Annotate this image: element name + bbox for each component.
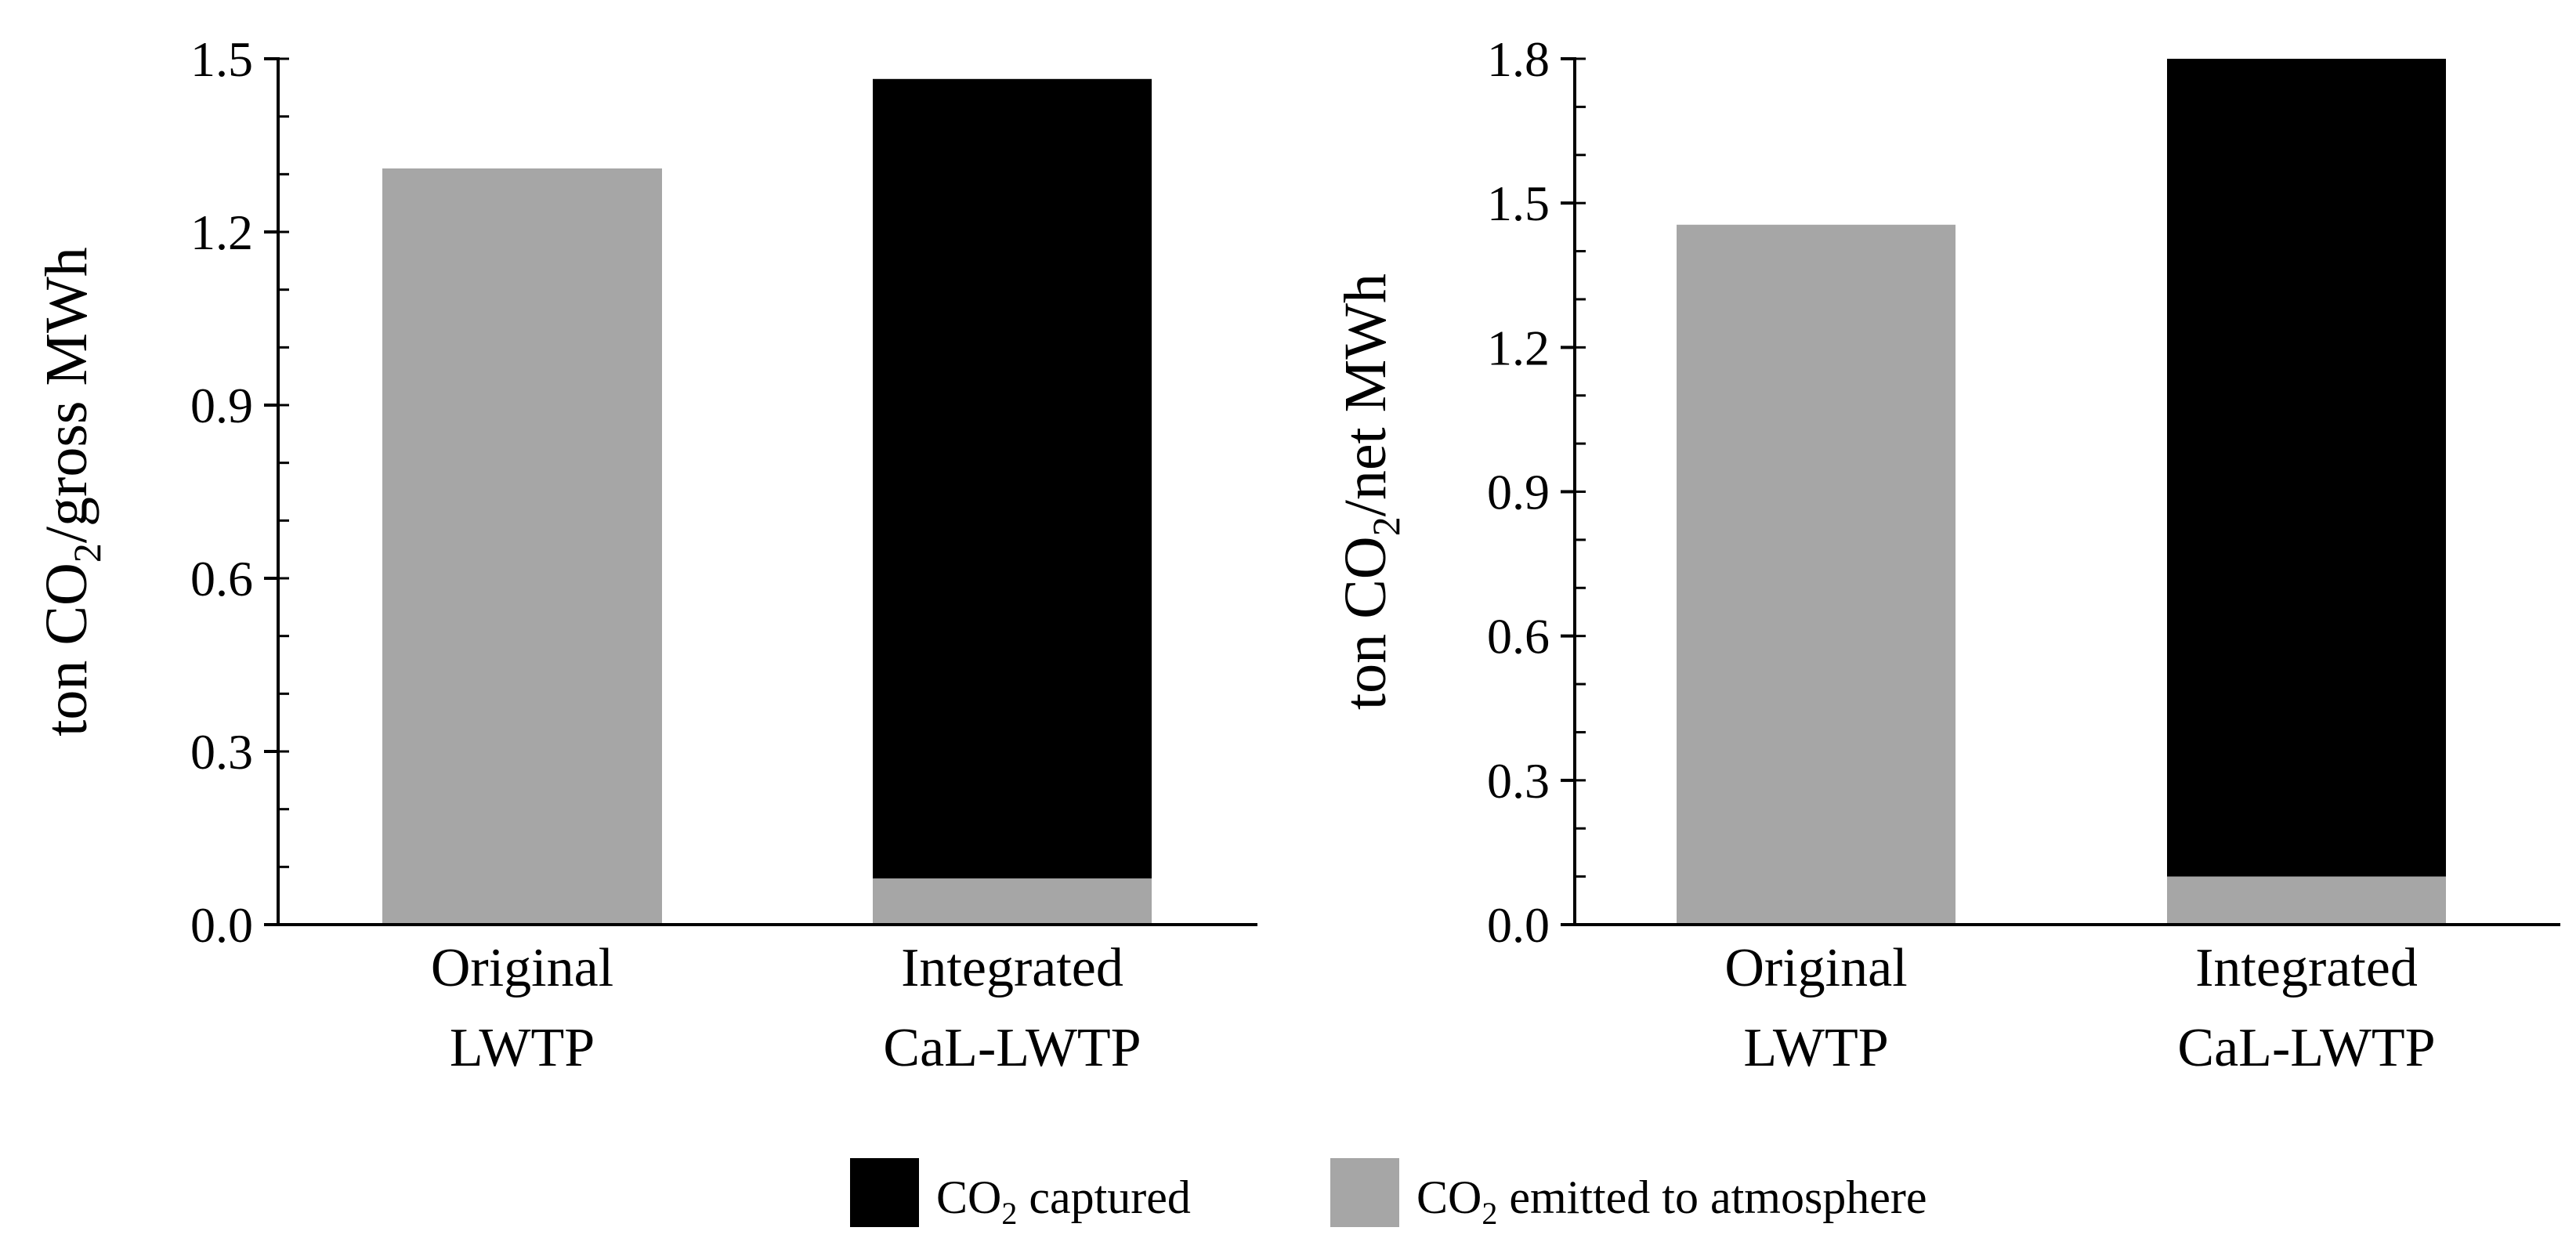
bar-gross-emitted-1 bbox=[873, 878, 1152, 925]
legend-swatch-emitted bbox=[1330, 1158, 1399, 1227]
bar-net-captured-1 bbox=[2167, 59, 2446, 877]
category-label-net-1-1: CaL-LWTP bbox=[2177, 1018, 2435, 1078]
y-tick-label-gross: 0.6 bbox=[190, 551, 253, 606]
y-tick-label-net: 1.2 bbox=[1487, 320, 1550, 375]
bar-net-emitted-1 bbox=[2167, 876, 2446, 925]
category-label-gross-1-0: Integrated bbox=[901, 938, 1123, 998]
y-tick-label-net: 0.9 bbox=[1487, 465, 1550, 520]
bar-net-emitted-0 bbox=[1677, 224, 1956, 925]
chart-gross-mwh: Original LWTP Integrated CaL-LWTP 0.0 0.3 0.6 0… bbox=[34, 31, 1257, 1078]
bar-gross-captured-1 bbox=[873, 78, 1152, 879]
category-label-net-0-0: Original bbox=[1724, 938, 1907, 998]
y-tick-label-net: 1.8 bbox=[1487, 31, 1550, 87]
legend-label-captured: CO2 captured bbox=[936, 1171, 1191, 1231]
y-axis-label-net: ton CO2/net MWh bbox=[1333, 273, 1408, 710]
legend-label-emitted: CO2 emitted to atmosphere bbox=[1416, 1171, 1927, 1231]
category-label-net-1-0: Integrated bbox=[2195, 938, 2418, 998]
chart-net-mwh: Original LWTP Integrated CaL-LWTP 0.0 0.3 0.6 0… bbox=[1333, 31, 2560, 1078]
y-tick-label-net: 0.6 bbox=[1487, 609, 1550, 664]
y-tick-label-gross: 1.5 bbox=[190, 31, 253, 87]
category-label-net-0-1: LWTP bbox=[1743, 1018, 1888, 1078]
y-tick-label-gross: 0.3 bbox=[190, 724, 253, 780]
y-tick-label-gross: 0.0 bbox=[190, 897, 253, 953]
bar-gross-emitted-0 bbox=[382, 168, 662, 925]
legend-swatch-captured bbox=[850, 1158, 919, 1227]
y-tick-label-gross: 0.9 bbox=[190, 378, 253, 433]
y-tick-label-net: 0.3 bbox=[1487, 753, 1550, 809]
y-tick-label-gross: 1.2 bbox=[190, 205, 253, 260]
legend: CO2 captured CO2 emitted to atmosphere bbox=[850, 1158, 1927, 1231]
y-tick-label-net: 0.0 bbox=[1487, 897, 1550, 953]
y-tick-label-net: 1.5 bbox=[1487, 176, 1550, 231]
y-axis-label-gross: ton CO2/gross MWh bbox=[34, 247, 109, 737]
category-label-gross-0-0: Original bbox=[431, 938, 613, 998]
category-label-gross-1-1: CaL-LWTP bbox=[883, 1018, 1141, 1078]
category-label-gross-0-1: LWTP bbox=[450, 1018, 595, 1078]
